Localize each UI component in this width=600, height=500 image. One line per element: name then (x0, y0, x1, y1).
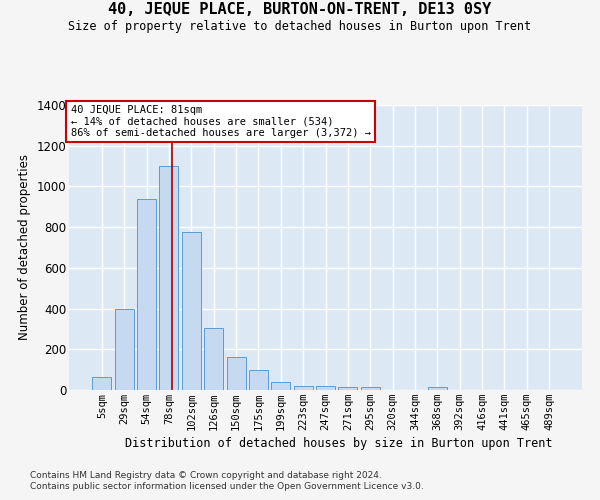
Text: Distribution of detached houses by size in Burton upon Trent: Distribution of detached houses by size … (125, 438, 553, 450)
Bar (115, 308, 134, 390)
Text: Contains public sector information licensed under the Open Government Licence v3: Contains public sector information licen… (30, 482, 424, 491)
Bar (182, 232, 201, 390)
Y-axis label: Number of detached properties: Number of detached properties (18, 154, 31, 340)
Bar (271, 382, 290, 390)
Bar (361, 387, 380, 390)
Bar (137, 198, 156, 390)
Bar (249, 370, 268, 390)
Text: 40 JEQUE PLACE: 81sqm
← 14% of detached houses are smaller (534)
86% of semi-det: 40 JEQUE PLACE: 81sqm ← 14% of detached … (71, 105, 371, 138)
Bar (204, 328, 223, 390)
Bar (293, 386, 313, 390)
Text: 40, JEQUE PLACE, BURTON-ON-TRENT, DE13 0SY: 40, JEQUE PLACE, BURTON-ON-TRENT, DE13 0… (109, 2, 491, 18)
Bar (428, 387, 447, 390)
Bar (338, 387, 358, 390)
Bar (160, 166, 178, 390)
Bar (316, 386, 335, 390)
Bar (227, 358, 245, 390)
Text: Size of property relative to detached houses in Burton upon Trent: Size of property relative to detached ho… (68, 20, 532, 33)
Text: Contains HM Land Registry data © Crown copyright and database right 2024.: Contains HM Land Registry data © Crown c… (30, 471, 382, 480)
Bar (92, 377, 112, 390)
